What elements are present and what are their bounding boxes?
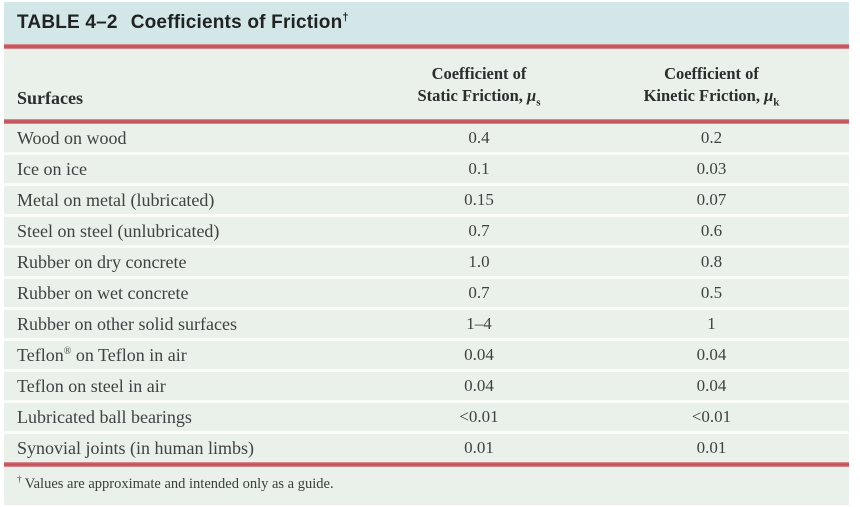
static-friction-value: 0.7 bbox=[468, 283, 490, 302]
static-friction-value: 0.01 bbox=[464, 438, 494, 457]
title-dagger: † bbox=[342, 11, 349, 24]
kinetic-header-line2: Kinetic Friction, bbox=[643, 85, 765, 105]
column-header-static-friction: Coefficient of Static Friction, μs bbox=[339, 49, 619, 119]
surface-cell: Lubricated ball bearings bbox=[4, 403, 339, 431]
static-header-line1: Coefficient of bbox=[431, 63, 527, 83]
static-friction-value: 0.1 bbox=[468, 159, 490, 178]
surface-name-cont: on Teflon in air bbox=[71, 344, 187, 365]
surface-cell: Metal on metal (lubricated) bbox=[4, 186, 339, 214]
kinetic-friction-value: 0.2 bbox=[700, 128, 723, 147]
kinetic-friction-value: 0.8 bbox=[700, 252, 723, 271]
table-number: TABLE 4–2 bbox=[17, 12, 118, 33]
kinetic-friction-value: 0.04 bbox=[696, 376, 727, 395]
kinetic-friction-value: 0.5 bbox=[700, 283, 723, 302]
surface-name: Steel on steel (unlubricated) bbox=[17, 220, 220, 241]
bottom-rule bbox=[4, 462, 849, 467]
static-friction-value: 0.4 bbox=[468, 128, 490, 147]
table-row: Synovial joints (in human limbs) 0.01 0.… bbox=[4, 431, 849, 462]
static-friction-value: 0.04 bbox=[464, 376, 494, 395]
top-rule bbox=[4, 44, 849, 49]
surface-cell: Synovial joints (in human limbs) bbox=[4, 434, 339, 462]
mu-subscript-s: s bbox=[536, 96, 541, 109]
surface-name: Teflon on steel in air bbox=[17, 375, 166, 396]
mu-subscript-k: k bbox=[773, 96, 780, 109]
surface-name: Teflon bbox=[17, 344, 64, 365]
kinetic-friction-value: <0.01 bbox=[691, 407, 732, 426]
surface-cell: Rubber on other solid surfaces bbox=[4, 310, 339, 338]
column-header-surfaces: Surfaces bbox=[17, 88, 83, 108]
surface-cell: Ice on ice bbox=[4, 155, 339, 183]
table-title: Coefficients of Friction† bbox=[131, 12, 349, 34]
column-header-kinetic-friction: Coefficient of Kinetic Friction, μk bbox=[619, 49, 849, 119]
surface-name: Wood on wood bbox=[17, 127, 127, 148]
surface-name: Synovial joints (in human limbs) bbox=[17, 437, 254, 458]
table-row: Metal on metal (lubricated) 0.15 0.07 bbox=[4, 183, 849, 214]
table-title-bar: TABLE 4–2 Coefficients of Friction† bbox=[4, 2, 849, 44]
surface-cell: Teflon® on Teflon in air bbox=[4, 341, 339, 369]
kinetic-friction-value: 0.6 bbox=[700, 221, 723, 240]
static-friction-value: <0.01 bbox=[459, 407, 499, 426]
surface-name: Rubber on other solid surfaces bbox=[17, 313, 237, 334]
surface-cell: Wood on wood bbox=[4, 124, 339, 152]
column-header-row: Surfaces Coefficient of Static Friction, … bbox=[4, 49, 849, 119]
registered-mark: ® bbox=[63, 345, 72, 357]
surface-name: Rubber on wet concrete bbox=[17, 282, 189, 303]
static-friction-value: 0.7 bbox=[468, 221, 490, 240]
table-row: Teflon on steel in air 0.04 0.04 bbox=[4, 369, 849, 400]
kinetic-friction-value: 0.04 bbox=[696, 345, 727, 364]
kinetic-friction-value: 0.07 bbox=[696, 190, 727, 209]
kinetic-header-line1: Coefficient of bbox=[664, 63, 759, 83]
surface-cell: Steel on steel (unlubricated) bbox=[4, 217, 339, 245]
footnote-dagger: † bbox=[17, 475, 22, 485]
static-header-line2: Static Friction, bbox=[417, 85, 528, 105]
header-rule bbox=[4, 119, 849, 124]
table-row: Steel on steel (unlubricated) 0.7 0.6 bbox=[4, 214, 849, 245]
static-friction-value: 0.15 bbox=[464, 190, 494, 209]
surface-name: Metal on metal (lubricated) bbox=[17, 189, 215, 210]
table-row: Wood on wood 0.4 0.2 bbox=[4, 124, 849, 152]
friction-table-card: TABLE 4–2 Coefficients of Friction† Surf… bbox=[4, 2, 849, 505]
table-footnote: † Values are approximate and intended onl… bbox=[4, 467, 849, 505]
table-row: Ice on ice 0.1 0.03 bbox=[4, 152, 849, 183]
surface-cell: Teflon on steel in air bbox=[4, 372, 339, 400]
surface-name: Lubricated ball bearings bbox=[17, 406, 192, 427]
surface-cell: Rubber on wet concrete bbox=[4, 279, 339, 307]
kinetic-friction-value: 1 bbox=[707, 314, 716, 333]
table-row: Teflon® on Teflon in air 0.04 0.04 bbox=[4, 338, 849, 369]
static-friction-value: 1.0 bbox=[468, 252, 490, 271]
mu-symbol: μ bbox=[527, 85, 537, 105]
kinetic-friction-value: 0.03 bbox=[696, 159, 727, 178]
table-title-text: Coefficients of Friction bbox=[130, 12, 343, 33]
surface-name: Ice on ice bbox=[17, 158, 87, 179]
static-friction-value: 0.04 bbox=[464, 345, 494, 364]
table-row: Rubber on dry concrete 1.0 0.8 bbox=[4, 245, 849, 276]
kinetic-friction-value: 0.01 bbox=[696, 438, 727, 457]
table-row: Rubber on other solid surfaces 1–4 1 bbox=[4, 307, 849, 338]
table-row: Lubricated ball bearings <0.01 <0.01 bbox=[4, 400, 849, 431]
static-friction-value: 1–4 bbox=[466, 314, 492, 333]
surface-cell: Rubber on dry concrete bbox=[4, 248, 339, 276]
footnote-text: Values are approximate and intended only… bbox=[24, 475, 334, 492]
table-row: Rubber on wet concrete 0.7 0.5 bbox=[4, 276, 849, 307]
mu-symbol: μ bbox=[764, 85, 774, 105]
surface-name: Rubber on dry concrete bbox=[17, 251, 187, 272]
table-body: Wood on wood 0.4 0.2 Ice on ice 0.1 0.03… bbox=[4, 124, 849, 462]
